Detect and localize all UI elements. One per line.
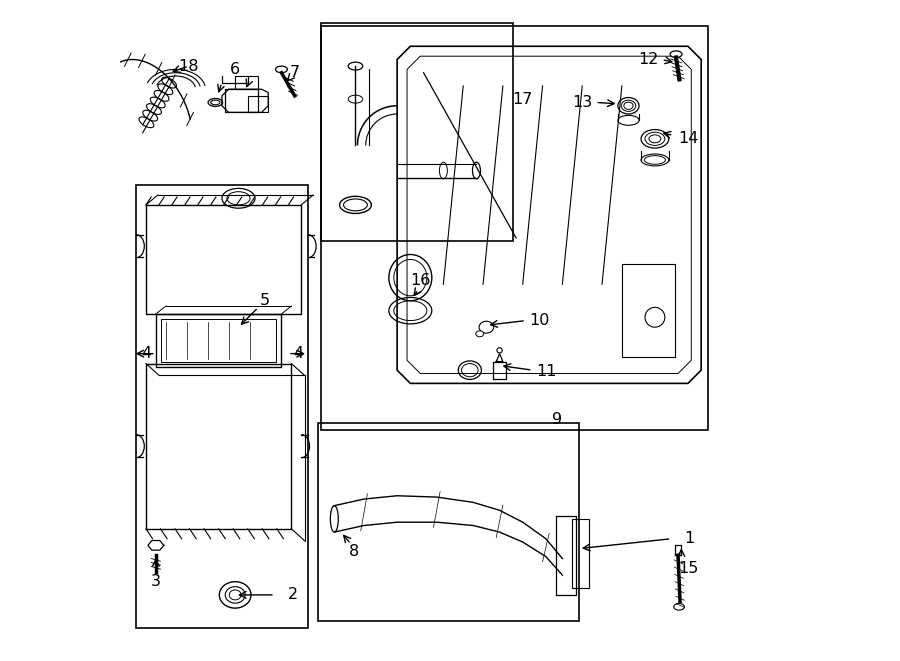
Ellipse shape: [476, 331, 483, 336]
Text: 5: 5: [260, 293, 270, 308]
Ellipse shape: [621, 100, 635, 111]
Text: 6: 6: [230, 62, 240, 77]
Ellipse shape: [641, 154, 669, 166]
Text: 15: 15: [678, 561, 698, 576]
Text: 17: 17: [512, 92, 533, 106]
Text: 14: 14: [678, 132, 698, 146]
Ellipse shape: [674, 603, 684, 610]
Ellipse shape: [644, 156, 665, 164]
Text: 10: 10: [529, 313, 550, 328]
Ellipse shape: [641, 130, 669, 148]
Text: 2: 2: [288, 588, 298, 602]
Ellipse shape: [497, 348, 502, 353]
Text: 9: 9: [553, 412, 562, 427]
Text: 7: 7: [290, 65, 300, 80]
Ellipse shape: [275, 66, 287, 73]
Text: 4: 4: [141, 346, 151, 361]
Text: 13: 13: [572, 95, 592, 110]
Text: 16: 16: [410, 274, 430, 288]
Ellipse shape: [618, 97, 639, 114]
Ellipse shape: [479, 321, 493, 333]
Ellipse shape: [618, 115, 639, 126]
Ellipse shape: [670, 51, 682, 58]
Ellipse shape: [645, 132, 665, 145]
Text: 3: 3: [151, 574, 161, 589]
Text: 8: 8: [349, 545, 359, 559]
Text: 12: 12: [638, 52, 658, 67]
Text: 18: 18: [178, 59, 199, 73]
Text: 11: 11: [536, 364, 556, 379]
Text: 1: 1: [685, 531, 695, 546]
Text: 4: 4: [292, 346, 303, 361]
